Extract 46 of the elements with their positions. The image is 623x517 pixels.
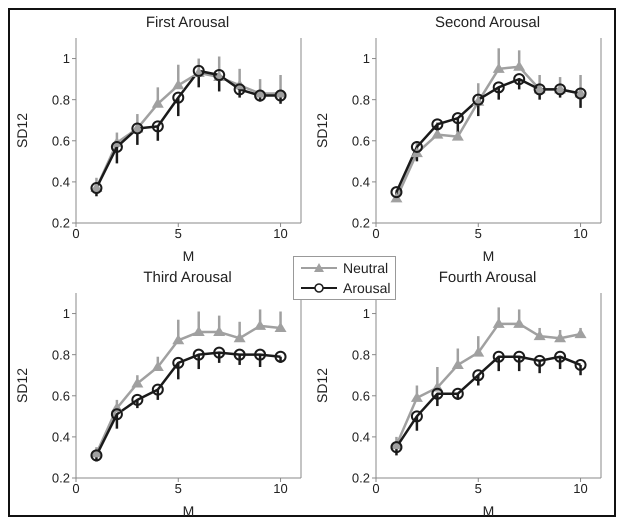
legend-label: Neutral (343, 260, 388, 276)
y-axis-title: SD12 (14, 368, 30, 404)
y-axis-title: SD12 (314, 368, 330, 404)
x-tick-label: 10 (273, 226, 288, 242)
y-tick-label: 0.6 (52, 388, 70, 404)
y-tick-label: 1 (362, 306, 370, 322)
y-tick-label: 0.6 (52, 133, 70, 148)
x-axis-title: M (482, 248, 494, 264)
y-tick-label: 0.2 (352, 216, 370, 231)
x-axis-title: M (182, 248, 194, 264)
x-tick-label: 0 (72, 481, 80, 496)
x-axis-title: M (182, 503, 194, 517)
y-tick-label: 0.8 (52, 92, 70, 108)
y-tick-label: 0.2 (52, 470, 70, 486)
y-tick-label: 0.8 (352, 92, 370, 108)
y-tick-label: 0.6 (352, 388, 370, 404)
y-tick-label: 0.2 (352, 470, 370, 486)
chart-title: Third Arousal (142, 269, 233, 286)
y-tick-label: 0.4 (352, 174, 370, 190)
x-tick-label: 10 (573, 481, 588, 496)
y-tick-label: 0.6 (352, 133, 370, 148)
chart-title: First Arousal (144, 14, 230, 31)
y-tick-label: 1 (62, 306, 70, 322)
y-axis-title: SD12 (314, 112, 330, 148)
chart-title: Second Arousal (434, 14, 542, 31)
y-tick-label: 0.8 (352, 347, 370, 362)
y-tick-label: 0.4 (52, 174, 70, 190)
x-tick-label: 5 (174, 226, 182, 242)
y-tick-label: 0.8 (52, 347, 70, 362)
y-tick-label: 0.4 (352, 430, 370, 445)
x-tick-label: 0 (372, 226, 380, 242)
x-axis-title: M (482, 503, 494, 517)
y-axis-title: SD12 (14, 112, 30, 148)
y-tick-label: 0.4 (52, 430, 70, 445)
x-tick-label: 10 (573, 226, 588, 242)
y-tick-label: 0.2 (52, 216, 70, 231)
x-tick-label: 0 (372, 481, 380, 496)
x-tick-label: 5 (474, 481, 482, 496)
y-tick-label: 1 (62, 51, 70, 66)
x-tick-label: 5 (174, 481, 182, 496)
x-tick-label: 5 (474, 226, 482, 242)
x-tick-label: 0 (72, 226, 80, 242)
chart-title: Fourth Arousal (438, 269, 536, 286)
y-tick-label: 1 (362, 51, 370, 66)
x-tick-label: 10 (273, 481, 288, 496)
legend-label: Arousal (343, 280, 390, 296)
